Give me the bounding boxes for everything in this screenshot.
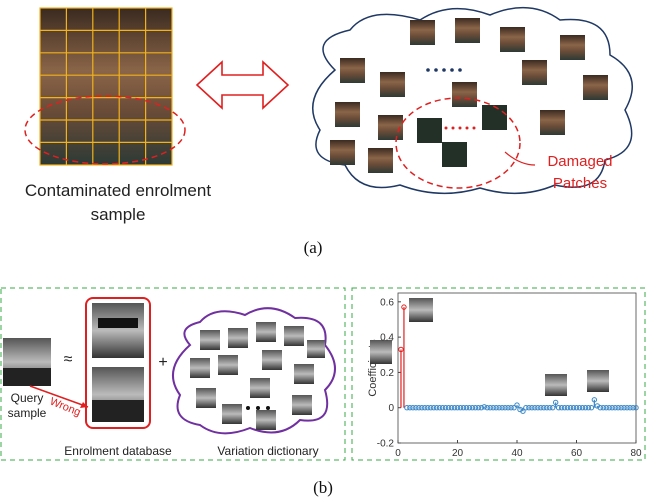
stem-marker	[479, 406, 483, 410]
y-tick-label: 0.2	[380, 368, 394, 379]
thumb	[545, 374, 567, 396]
enrolment-face	[92, 303, 144, 358]
plot-frame	[398, 293, 636, 443]
sunglasses	[98, 318, 138, 328]
query-label: Query	[11, 391, 44, 405]
y-tick-label: -0.2	[377, 439, 395, 450]
dictionary-label: Variation dictionary	[217, 444, 318, 458]
caption: (b)	[313, 478, 333, 497]
enrolment-db-label: Enrolment database	[64, 444, 172, 458]
page: Damaged Patches Contaminated enrolment s…	[0, 0, 647, 501]
thumb	[587, 370, 609, 392]
caption: (a)	[304, 238, 323, 257]
contaminated-face	[40, 8, 172, 165]
damaged-label: Patches	[553, 175, 607, 192]
y-tick-label: 0	[388, 403, 394, 414]
approx-sign: ≈	[64, 351, 73, 368]
x-tick-label: 40	[511, 448, 523, 459]
thumb	[409, 298, 433, 322]
query-label: sample	[8, 406, 47, 420]
y-tick-label: 0.6	[380, 297, 394, 308]
plus-sign: +	[158, 354, 167, 371]
stem-marker	[482, 405, 486, 409]
damaged-label: Damaged	[547, 153, 612, 170]
query-occlusion	[3, 368, 51, 386]
enrolment-label: Contaminated enrolment	[25, 181, 211, 200]
x-tick-label: 80	[630, 448, 642, 459]
enrolment-label: sample	[91, 205, 146, 224]
x-tick-label: 20	[452, 448, 464, 459]
y-tick-label: 0.4	[380, 333, 394, 344]
x-tick-label: 0	[395, 448, 401, 459]
stem-marker	[589, 406, 593, 410]
figure: Damaged Patches Contaminated enrolment s…	[0, 0, 647, 501]
stem-marker	[551, 406, 555, 410]
double-arrow	[197, 62, 288, 108]
scarf	[92, 400, 144, 422]
x-tick-label: 60	[571, 448, 583, 459]
